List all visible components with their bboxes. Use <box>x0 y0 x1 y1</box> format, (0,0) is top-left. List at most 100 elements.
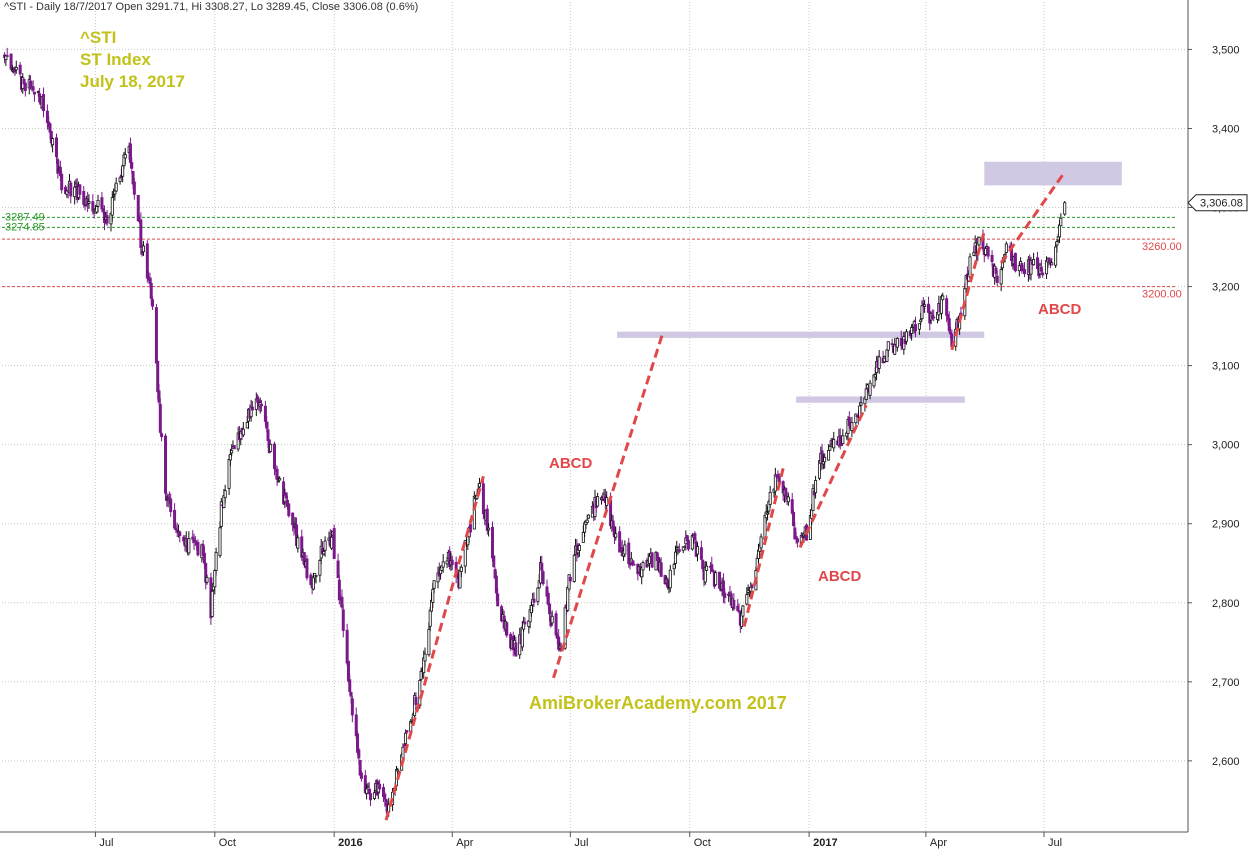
candle-down <box>169 498 173 513</box>
candle-up <box>696 546 700 555</box>
candle-up <box>904 331 908 342</box>
candle-down <box>790 499 794 514</box>
x-tick-label: Jul <box>1048 837 1062 849</box>
candle-up <box>205 577 209 583</box>
candle-up <box>1050 262 1054 266</box>
candle-up <box>121 165 125 177</box>
candle-up <box>311 576 315 590</box>
candle-up <box>110 197 114 216</box>
candle-up <box>520 626 524 648</box>
candle-down <box>784 487 788 497</box>
candle-down <box>693 533 697 540</box>
candle-down <box>523 621 527 625</box>
candle-up <box>910 327 914 334</box>
x-tick-label: Jul <box>99 837 113 849</box>
x-tick-label: Apr <box>930 837 947 849</box>
candle-up <box>314 574 318 577</box>
candle-down <box>178 531 182 537</box>
candle-up <box>954 328 958 347</box>
candle-up <box>51 138 55 146</box>
candle-up <box>714 572 718 586</box>
candle-down <box>914 324 918 332</box>
candle-up <box>558 645 562 649</box>
candle-up <box>941 295 945 301</box>
candle-down <box>266 429 270 441</box>
candle-up <box>141 245 145 253</box>
candle-down <box>265 421 269 429</box>
candle-up <box>868 382 872 396</box>
candle-up <box>218 527 222 557</box>
candle-down <box>151 299 155 307</box>
candle-down <box>149 282 153 299</box>
candle-down <box>1013 253 1017 272</box>
candle-down <box>300 536 304 558</box>
abcd-trend-line <box>798 404 868 549</box>
candle-up <box>118 177 122 182</box>
candle-up <box>404 732 408 744</box>
candle-up <box>401 746 405 759</box>
abcd-trend-line <box>950 230 986 351</box>
candle-up <box>614 533 618 538</box>
candle-down <box>369 793 373 801</box>
candle-up <box>431 588 435 603</box>
candle-down <box>1039 266 1043 272</box>
candle-up <box>463 540 467 567</box>
candle-up <box>1059 217 1063 227</box>
candle-down <box>532 598 536 603</box>
x-tick-label: Oct <box>219 837 236 849</box>
candle-down <box>659 562 663 577</box>
candle-down <box>260 403 264 407</box>
candle-down <box>340 596 344 608</box>
candle-up <box>241 428 245 436</box>
candle-down <box>405 730 409 733</box>
candle-down <box>359 772 363 779</box>
candle-down <box>414 696 418 705</box>
candle-up <box>741 605 745 617</box>
candle-up <box>690 535 694 550</box>
candle-up <box>113 190 117 195</box>
candle-down <box>9 53 13 70</box>
candle-up <box>10 69 14 72</box>
candle-up <box>919 319 923 323</box>
candle-up <box>763 514 767 540</box>
candle-up <box>1032 259 1036 266</box>
candle-up <box>123 154 127 159</box>
candle-up <box>893 344 897 355</box>
abcd-label-1: ABCD <box>549 455 593 472</box>
candle-down <box>677 549 681 552</box>
candle-up <box>641 562 645 571</box>
candle-down <box>163 435 167 494</box>
candle-down <box>287 503 291 517</box>
candle-down <box>42 94 46 112</box>
candle-down <box>568 576 572 582</box>
candle-up <box>605 497 609 506</box>
candle-up <box>428 609 432 627</box>
candle-down <box>56 159 60 174</box>
x-tick-label: Oct <box>694 837 711 849</box>
candle-up <box>886 341 890 351</box>
candle-up <box>478 483 482 488</box>
candle-down <box>158 403 162 433</box>
candle-down <box>250 406 254 411</box>
candle-up <box>864 388 868 400</box>
candle-up <box>596 496 600 507</box>
candle-down <box>450 559 454 566</box>
candle-up <box>427 628 431 656</box>
candle-up <box>566 587 570 611</box>
candle-down <box>627 542 631 564</box>
candle-up <box>1004 243 1008 253</box>
candle-up <box>668 569 672 589</box>
chart-title-block: ^STI ST Index July 18, 2017 <box>80 27 185 93</box>
title-symbol: ^STI <box>80 28 117 47</box>
candle-down <box>341 609 345 631</box>
abcd-label-3: ABCD <box>1038 301 1082 318</box>
candle-down <box>91 201 95 212</box>
candle-up <box>768 491 772 505</box>
candle-up <box>1045 260 1049 275</box>
candle-down <box>136 194 140 222</box>
candle-down <box>492 555 496 568</box>
candle-down <box>932 316 936 319</box>
abcd-label-2: ABCD <box>818 568 862 585</box>
candle-up <box>550 615 554 624</box>
candle-up <box>823 456 827 463</box>
